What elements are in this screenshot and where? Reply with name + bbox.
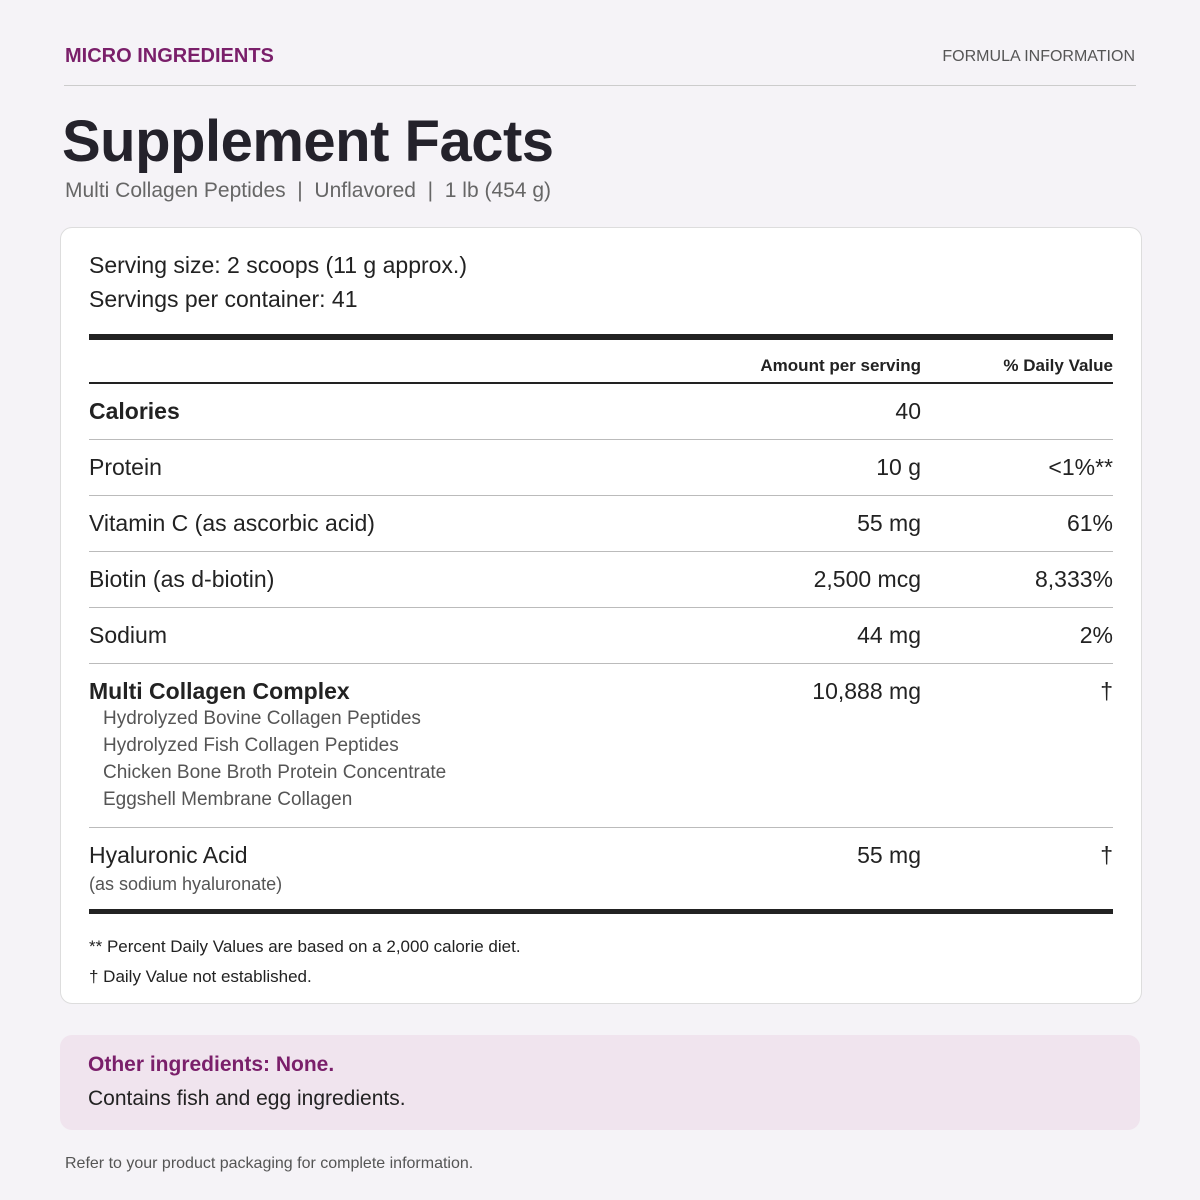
amount: 40 [895, 398, 921, 424]
nutrient-name: Biotin (as d-biotin) [89, 566, 275, 592]
servings-per-container: Servings per container: 41 [89, 286, 358, 312]
daily-value: † [1100, 842, 1113, 868]
footnote: † Daily Value not established. [89, 967, 312, 986]
nutrient-name: Calories [89, 398, 180, 424]
amount: 10,888 mg [812, 678, 921, 704]
sub-ingredient: Hydrolyzed Bovine Collagen Peptides [103, 708, 421, 729]
nutrient-name: Multi Collagen Complex [89, 678, 350, 704]
sub-ingredient: Eggshell Membrane Collagen [103, 789, 353, 810]
footnote: ** Percent Daily Values are based on a 2… [89, 937, 521, 956]
nutrient-name: Vitamin C (as ascorbic acid) [89, 510, 375, 536]
nutrient-cell: Biotin (as d-biotin) [89, 566, 721, 593]
nutrient-name: Hyaluronic Acid [89, 842, 248, 868]
nutrient-name: Protein [89, 454, 162, 480]
daily-value: 8,333% [1034, 566, 1113, 592]
rows: Calories 40 Protein 10 g <1%** Vitamin C (as … [89, 384, 1113, 909]
amount: 55 mg [857, 842, 921, 868]
sub-ingredient: Hydrolyzed Fish Collagen Peptides [103, 735, 399, 756]
daily-value-empty [921, 398, 1113, 425]
nutrient-cell: Vitamin C (as ascorbic acid) [89, 510, 721, 537]
nutrient-row: Multi Collagen Complex Hydrolyzed Bovine … [89, 664, 1113, 828]
footnotes: ** Percent Daily Values are based on a 2… [89, 909, 1113, 992]
amount-header: Amount per serving [760, 356, 921, 375]
section-label: FORMULA INFORMATION [942, 48, 1135, 65]
nutrient-name: Sodium [89, 622, 167, 648]
nutrient-row: Calories 40 [89, 384, 1113, 440]
nutrient-row: Biotin (as d-biotin) 2,500 mcg 8,333% [89, 552, 1113, 608]
divider [64, 85, 1136, 86]
nutrient-row: Hyaluronic Acid (as sodium hyaluronate) 55… [89, 828, 1113, 909]
serving-size: Serving size: 2 scoops (11 g approx.) [89, 252, 467, 278]
daily-value: <1%** [1048, 454, 1113, 480]
daily-value: 2% [1079, 622, 1113, 648]
column-header: Amount per serving % Daily Value [89, 340, 1113, 384]
other-title: Other ingredients: None. [88, 1053, 335, 1076]
nutrient-cell: Multi Collagen Complex Hydrolyzed Bovine … [89, 678, 721, 813]
amount: 55 mg [857, 510, 921, 536]
nutrient-row: Sodium 44 mg 2% [89, 608, 1113, 664]
thick-rule [89, 334, 1113, 340]
nutrient-note: (as sodium hyaluronate) [89, 874, 283, 894]
nutrient-row: Protein 10 g <1%** [89, 440, 1113, 496]
brand: MICRO INGREDIENTS [65, 45, 274, 67]
sub-ingredient: Chicken Bone Broth Protein Concentrate [103, 762, 447, 783]
amount: 10 g [876, 454, 921, 480]
footer: Refer to your product packaging for comp… [65, 1155, 474, 1172]
amount: 44 mg [857, 622, 921, 648]
dv-header: % Daily Value [1003, 356, 1113, 375]
daily-value: 61% [1066, 510, 1113, 536]
title: Supplement Facts [62, 109, 554, 174]
other-text: Contains fish and egg ingredients. [88, 1087, 406, 1110]
facts-panel: Serving size: 2 scoops (11 g approx.) Se… [60, 227, 1142, 1004]
amount: 2,500 mcg [813, 566, 921, 592]
other-ingredients: Other ingredients: None. Contains fish a… [60, 1035, 1140, 1130]
nutrient-cell: Calories [89, 398, 721, 425]
subtitle: Multi Collagen Peptides | Unflavored | 1… [65, 179, 551, 202]
spacer [89, 356, 721, 376]
nutrient-row: Vitamin C (as ascorbic acid) 55 mg 61% [89, 496, 1113, 552]
nutrient-cell: Hyaluronic Acid (as sodium hyaluronate) [89, 842, 721, 899]
nutrient-cell: Sodium [89, 622, 721, 649]
daily-value: † [1100, 678, 1113, 704]
nutrient-cell: Protein [89, 454, 721, 481]
